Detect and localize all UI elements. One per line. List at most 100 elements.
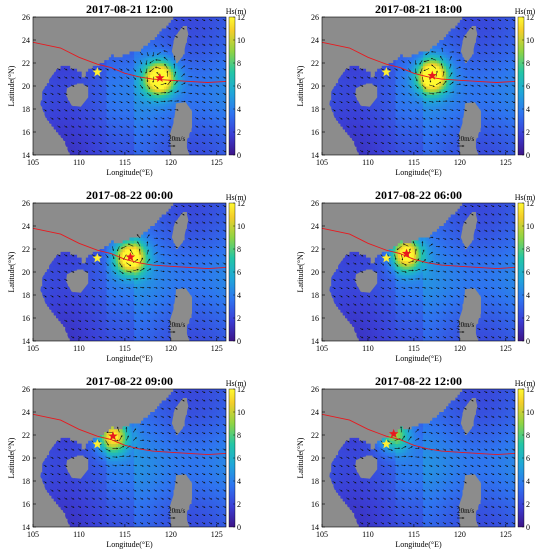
philippines-land xyxy=(169,288,192,341)
y-tick-label: 14 xyxy=(311,523,319,532)
y-axis-label: Latitude(°N) xyxy=(7,65,16,106)
colorbar-tick-label: 12 xyxy=(526,199,534,208)
x-tick-label: 125 xyxy=(500,158,512,167)
vietnam-land xyxy=(322,60,359,155)
x-tick-label: 105 xyxy=(316,344,328,353)
y-tick-label: 24 xyxy=(22,36,30,45)
reference-point-star-icon xyxy=(381,253,392,263)
x-axis-label: Longitude(°E) xyxy=(106,540,153,549)
x-axis-label: Longitude(°E) xyxy=(106,168,153,177)
colorbar-tick-label: 4 xyxy=(237,477,241,486)
x-tick-label: 115 xyxy=(119,158,131,167)
colorbar-tick-label: 6 xyxy=(526,268,530,277)
colorbar-label: Hs(m) xyxy=(226,7,247,16)
philippines-land xyxy=(169,474,192,527)
colorbar-tick-label: 0 xyxy=(237,337,241,346)
typhoon-center-star-icon xyxy=(427,70,438,80)
x-tick-label: 110 xyxy=(73,158,85,167)
y-tick-label: 26 xyxy=(22,385,30,394)
hainan-land xyxy=(355,269,378,293)
vietnam-land xyxy=(33,432,70,527)
x-tick-label: 110 xyxy=(362,530,374,539)
y-tick-label: 18 xyxy=(311,291,319,300)
x-tick-label: 105 xyxy=(316,530,328,539)
panel-title: 2017-08-21 12:00 xyxy=(86,2,173,16)
colorbar-tick-label: 10 xyxy=(526,408,534,417)
colorbar-tick-label: 6 xyxy=(526,454,530,463)
y-tick-label: 20 xyxy=(311,82,319,91)
y-tick-label: 14 xyxy=(22,337,30,346)
colorbar-tick-label: 10 xyxy=(526,222,534,231)
wind-vectors xyxy=(332,19,515,153)
panel-title: 2017-08-21 18:00 xyxy=(375,2,462,16)
y-tick-label: 18 xyxy=(22,477,30,486)
x-tick-label: 120 xyxy=(165,530,177,539)
y-tick-label: 24 xyxy=(311,222,319,231)
vietnam-land xyxy=(322,246,359,341)
y-tick-label: 16 xyxy=(22,500,30,509)
colorbar-tick-label: 10 xyxy=(237,222,245,231)
colorbar-tick-label: 6 xyxy=(237,454,241,463)
y-tick-label: 26 xyxy=(311,13,319,22)
colorbar-tick-label: 0 xyxy=(526,151,530,160)
vietnam-land xyxy=(33,246,70,341)
colorbar-tick-label: 4 xyxy=(526,291,530,300)
y-axis-label: Latitude(°N) xyxy=(7,437,16,478)
philippines-land xyxy=(458,288,481,341)
x-tick-label: 105 xyxy=(27,158,39,167)
typhoon-center-star-icon xyxy=(125,252,136,262)
reference-point-star-icon xyxy=(92,67,103,77)
hainan-land xyxy=(355,455,378,479)
x-tick-label: 125 xyxy=(500,530,512,539)
colorbar-tick-label: 2 xyxy=(526,500,530,509)
colorbar-label: Hs(m) xyxy=(515,193,536,202)
colorbar-tick-label: 12 xyxy=(237,199,245,208)
hainan-land xyxy=(355,83,378,107)
y-axis-label: Latitude(°N) xyxy=(296,65,305,106)
typhoon-track xyxy=(33,41,226,83)
vector-scale-label: 20m/s xyxy=(168,507,185,515)
x-tick-label: 115 xyxy=(408,158,420,167)
x-axis-label: Longitude(°E) xyxy=(395,168,442,177)
y-tick-label: 14 xyxy=(22,523,30,532)
x-tick-label: 125 xyxy=(500,344,512,353)
x-tick-label: 120 xyxy=(165,158,177,167)
y-tick-label: 16 xyxy=(311,128,319,137)
colorbar-tick-label: 4 xyxy=(526,105,530,114)
y-tick-label: 20 xyxy=(22,454,30,463)
colorbar-tick-label: 8 xyxy=(526,245,530,254)
typhoon-center-star-icon xyxy=(388,428,399,438)
colorbar-tick-label: 0 xyxy=(526,337,530,346)
colorbar-label: Hs(m) xyxy=(515,379,536,388)
taiwan-land xyxy=(171,212,189,249)
y-tick-label: 26 xyxy=(22,13,30,22)
wave-height-field xyxy=(328,203,515,341)
y-tick-label: 26 xyxy=(311,385,319,394)
panel-title: 2017-08-22 06:00 xyxy=(375,188,462,202)
y-tick-label: 20 xyxy=(22,268,30,277)
colorbar-tick-label: 8 xyxy=(237,431,241,440)
panel-title: 2017-08-22 09:00 xyxy=(86,374,173,388)
wind-vectors xyxy=(43,19,226,153)
typhoon-track xyxy=(33,413,226,456)
colorbar-tick-label: 10 xyxy=(526,36,534,45)
colorbar-label: Hs(m) xyxy=(515,7,536,16)
land-polygons xyxy=(322,212,481,341)
colorbar-tick-label: 2 xyxy=(237,128,241,137)
panel-3: 105 110 115 120 12514161820222426Longitude(°… xyxy=(7,188,247,363)
y-tick-label: 18 xyxy=(311,477,319,486)
panel-title: 2017-08-22 00:00 xyxy=(86,188,173,202)
colorbar-tick-label: 4 xyxy=(237,105,241,114)
hainan-land xyxy=(66,269,89,293)
y-tick-label: 22 xyxy=(311,245,319,254)
wind-vectors xyxy=(332,391,515,525)
taiwan-land xyxy=(460,26,478,63)
y-tick-label: 14 xyxy=(311,151,319,160)
wind-vectors xyxy=(43,205,226,339)
reference-point-star-icon xyxy=(92,253,103,263)
y-tick-label: 26 xyxy=(311,199,319,208)
y-tick-label: 18 xyxy=(22,105,30,114)
y-tick-label: 16 xyxy=(311,314,319,323)
x-tick-label: 125 xyxy=(211,344,223,353)
